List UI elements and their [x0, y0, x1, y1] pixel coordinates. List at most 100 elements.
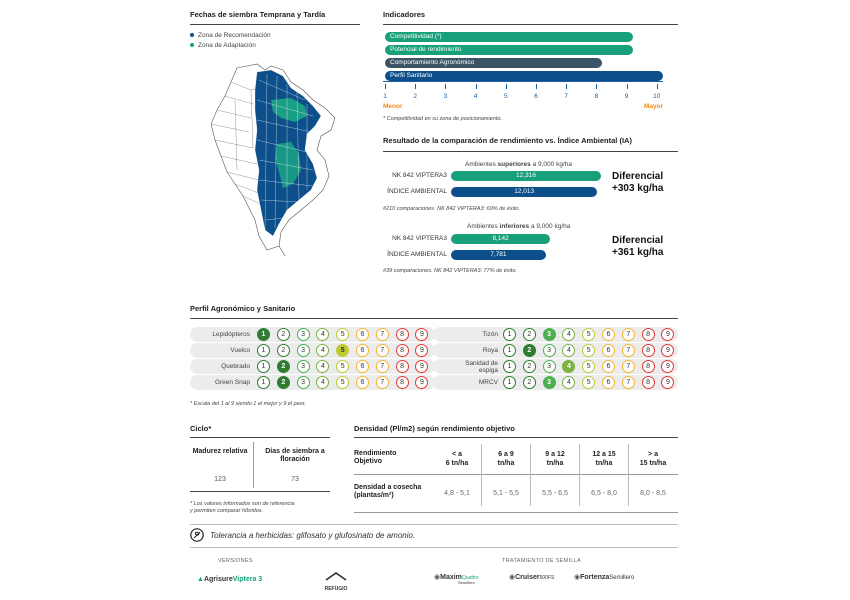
- score-circle-8: 8: [395, 328, 409, 341]
- perfil-row-label: Roya: [482, 347, 498, 354]
- versiones-label: VERSIONES: [218, 558, 253, 564]
- indicadores-title: Indicadores: [383, 10, 426, 19]
- dens-label: Densidad a cosecha (plantas/m²): [354, 484, 422, 499]
- perfil-row-panel: [190, 327, 435, 342]
- indicator-bar: Potencial de rendimiento: [385, 45, 633, 55]
- refugio-roof-icon: [325, 572, 347, 581]
- score-circle-1: 1: [257, 344, 270, 357]
- densidad-bottom-rule: [354, 512, 678, 513]
- agrisure-logo: ▲AgrisureViptera 3: [197, 576, 263, 583]
- cruiser-logo: ◉Cruiser600FS: [509, 574, 555, 581]
- score-circle-8: 8: [641, 328, 655, 341]
- ciclo-note: * Los valores informados son de referenc…: [190, 501, 295, 514]
- sup-diferencial: Diferencial +303 kg/ha: [612, 171, 664, 194]
- score-circle-2: 2: [522, 344, 536, 357]
- densidad-value: 5,1 - 5,5: [493, 490, 519, 497]
- ciclo-title: Ciclo*: [190, 424, 212, 433]
- dias-header: Días de siembra a floración: [265, 448, 325, 463]
- score-circle-9: 9: [661, 360, 675, 373]
- densidad-title: Densidad (Pl/m2) según rendimiento objet…: [354, 424, 515, 433]
- maxim-logo: ◉MaximQuattro Semillero: [434, 574, 479, 585]
- densidad-value: 6,5 - 8,0: [591, 490, 617, 497]
- score-circle-7: 7: [375, 376, 389, 389]
- score-circle-4: 4: [562, 344, 576, 357]
- tick-label: 3: [443, 93, 448, 100]
- score-circle-3: 3: [296, 328, 310, 341]
- tick-label: 7: [564, 93, 568, 100]
- score-circle-9: 9: [415, 344, 429, 357]
- score-circle-9: 9: [661, 328, 675, 341]
- dias-value: 73: [291, 476, 299, 483]
- score-circle-1: 1: [503, 376, 516, 389]
- fortenza-icon: ◉: [574, 574, 581, 581]
- mayor-label: Mayor: [644, 103, 664, 110]
- dens-mid-rule: [354, 474, 678, 475]
- score-circle-6: 6: [602, 344, 615, 357]
- score-circle-4: 4: [316, 328, 330, 341]
- score-circle-4: 4: [316, 360, 330, 373]
- tick-mark: [445, 84, 447, 89]
- tolerancia-text: Tolerancia a herbicidas: glifosato y glu…: [210, 531, 416, 540]
- tick-label: 1: [383, 93, 387, 100]
- perfil-row-panel: [190, 375, 435, 390]
- score-circle-6: 6: [602, 328, 615, 341]
- densidad-col-header: 12 a 15 tn/ha: [592, 451, 616, 467]
- score-circle-6: 6: [602, 360, 615, 373]
- densidad-col-divider: [481, 444, 482, 506]
- densidad-table: Rendimiento Objetivo Densidad a cosecha …: [354, 440, 678, 510]
- score-circle-6: 6: [602, 376, 615, 389]
- madurez-value: 123: [214, 476, 226, 483]
- tick-label: 8: [594, 93, 599, 100]
- tick-mark: [536, 84, 537, 89]
- dot-icon: [190, 43, 194, 47]
- score-circle-2: 2: [276, 360, 290, 373]
- tick-label: 2: [413, 93, 417, 100]
- tick-mark: [385, 84, 386, 89]
- score-circle-9: 9: [415, 376, 429, 389]
- score-circle-2: 2: [276, 376, 290, 389]
- tick-label: 9: [624, 93, 629, 100]
- resultado-rule: [383, 151, 678, 152]
- score-circle-1: 1: [257, 328, 270, 341]
- tick-label: 6: [534, 93, 538, 100]
- score-circle-8: 8: [395, 376, 409, 389]
- perfil-row-label: Lepidópteros: [212, 331, 250, 338]
- perfil-row-label: Tizón: [482, 331, 498, 338]
- score-circle-2: 2: [522, 328, 536, 341]
- score-circle-1: 1: [503, 360, 516, 373]
- score-circle-6: 6: [356, 328, 369, 341]
- perfil-row-panel: [190, 343, 435, 358]
- fechas-title: Fechas de siembra Temprana y Tardía: [190, 10, 326, 19]
- score-circle-3: 3: [296, 376, 310, 389]
- argentina-map: [210, 63, 336, 257]
- inf-hybrid-bar: 8,142: [451, 234, 551, 244]
- score-circle-1: 1: [257, 376, 270, 389]
- dot-icon: [190, 33, 194, 37]
- score-circle-8: 8: [395, 344, 409, 357]
- score-circle-5: 5: [336, 376, 350, 389]
- herbicide-icon: [190, 528, 204, 542]
- score-circle-6: 6: [356, 376, 369, 389]
- tick-label: 4: [473, 93, 478, 100]
- cruiser-icon: ◉: [509, 574, 516, 581]
- score-circle-6: 6: [356, 344, 369, 357]
- score-circle-5: 5: [582, 376, 596, 389]
- score-circle-9: 9: [415, 328, 429, 341]
- score-circle-4: 4: [562, 376, 576, 389]
- inf-note: #39 comparaciones. NK 842 VIPTERA3: 77% …: [383, 268, 517, 274]
- score-circle-5: 5: [336, 344, 350, 357]
- sup-note: #210 comparaciones. NK 842 VIPTERA3: 69%…: [383, 206, 520, 212]
- score-circle-4: 4: [316, 344, 330, 357]
- perfil-row-label: Green Snap: [214, 379, 250, 386]
- score-circle-4: 4: [316, 376, 330, 389]
- perfil-note: * Escala del 1 al 9 siendo 1 el mejor y …: [190, 401, 306, 407]
- fechas-rule: [190, 24, 360, 25]
- score-circle-1: 1: [503, 344, 516, 357]
- fechas-legend: Zona de Recomendación Zona de Adaptación: [190, 30, 271, 50]
- tick-mark: [656, 84, 658, 89]
- menor-label: Menor: [383, 103, 403, 110]
- densidad-value: 8,0 - 8,5: [640, 490, 666, 497]
- score-circle-2: 2: [522, 376, 536, 389]
- score-circle-5: 5: [336, 360, 350, 373]
- score-circle-3: 3: [296, 360, 310, 373]
